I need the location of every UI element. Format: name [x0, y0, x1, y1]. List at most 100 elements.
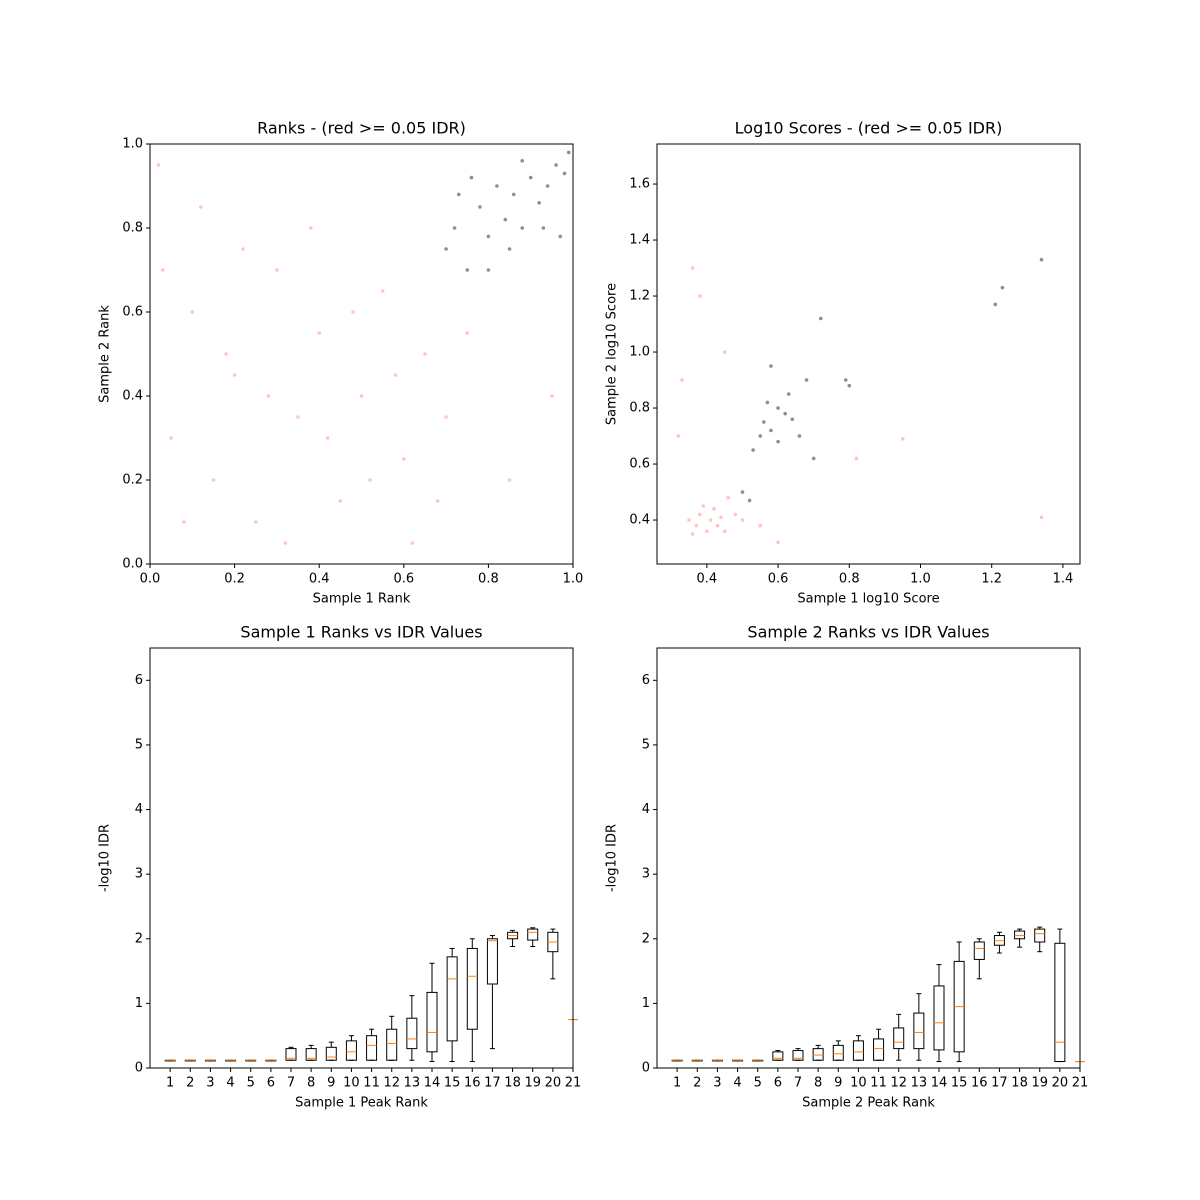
x-tick-label: 18 — [504, 1076, 521, 1091]
point — [537, 201, 541, 205]
y-tick-label: 0.4 — [122, 389, 143, 404]
point — [562, 171, 567, 176]
y-tick-label: 5 — [135, 737, 143, 752]
point — [380, 289, 385, 293]
x-tick-label: 15 — [444, 1076, 461, 1091]
x-tick-label: 5 — [754, 1076, 762, 1091]
x-tick-label: 7 — [287, 1076, 295, 1091]
point — [694, 523, 698, 528]
point — [733, 512, 738, 517]
point — [550, 394, 554, 398]
x-tick-label: 0.2 — [224, 572, 245, 587]
y-axis-label: -log10 IDR — [98, 824, 113, 892]
y-tick-label: 1.6 — [629, 177, 650, 192]
point — [751, 448, 755, 452]
chart-title: Log10 Scores - (red >= 0.05 IDR) — [735, 119, 1003, 138]
point — [690, 532, 695, 536]
box — [832, 1044, 844, 1061]
x-tick-label: 19 — [524, 1076, 541, 1091]
x-tick-label: 19 — [1031, 1076, 1048, 1091]
box — [933, 985, 945, 1051]
y-tick-label: 0.6 — [629, 457, 650, 472]
point — [854, 456, 859, 461]
chart-title: Sample 1 Ranks vs IDR Values — [240, 623, 482, 642]
point — [697, 294, 702, 298]
point — [541, 226, 546, 230]
point — [818, 316, 823, 321]
point — [507, 247, 512, 251]
point — [444, 247, 448, 251]
x-tick-label: 6 — [267, 1076, 275, 1091]
box — [973, 941, 985, 960]
y-axis-label: Sample 2 Rank — [98, 305, 113, 403]
point — [747, 498, 752, 503]
chart-title: Ranks - (red >= 0.05 IDR) — [257, 119, 466, 138]
x-tick-label: 11 — [870, 1076, 887, 1091]
point — [465, 268, 470, 272]
point — [697, 512, 702, 517]
chart-title: Sample 2 Ranks vs IDR Values — [747, 623, 989, 642]
point — [740, 518, 745, 522]
y-tick-label: 3 — [642, 867, 650, 882]
x-tick-label: 1 — [166, 1076, 174, 1091]
box — [305, 1048, 317, 1061]
box — [1014, 930, 1026, 940]
box — [426, 991, 438, 1053]
y-tick-label: 4 — [642, 802, 650, 817]
point — [776, 439, 780, 444]
box — [345, 1040, 357, 1061]
y-tick-label: 2 — [135, 931, 143, 946]
x-axis-label: Sample 1 Peak Rank — [295, 1096, 428, 1111]
point — [790, 417, 795, 422]
x-tick-label: 4 — [226, 1076, 234, 1091]
point — [211, 478, 216, 482]
x-tick-label: 12 — [383, 1076, 400, 1091]
point — [478, 205, 482, 209]
point — [804, 378, 809, 382]
point — [359, 394, 364, 398]
axes-frame — [656, 647, 1081, 1069]
point — [705, 529, 709, 534]
box — [893, 1027, 905, 1050]
point — [566, 150, 571, 155]
point — [507, 478, 512, 482]
box — [852, 1040, 864, 1061]
x-tick-label: 7 — [794, 1076, 802, 1091]
point — [762, 420, 766, 424]
y-tick-label: 0 — [642, 1061, 650, 1076]
x-axis-label: Sample 1 Rank — [313, 592, 411, 607]
x-tick-label: 20 — [545, 1076, 562, 1091]
point — [452, 226, 457, 230]
box — [792, 1050, 804, 1061]
x-tick-label: 21 — [1072, 1076, 1089, 1091]
point — [783, 411, 787, 416]
box — [1034, 928, 1046, 943]
y-tick-label: 0.8 — [122, 221, 143, 236]
y-tick-label: 6 — [135, 673, 143, 688]
point — [993, 302, 998, 307]
box — [366, 1035, 378, 1061]
x-tick-label: 1.0 — [563, 572, 584, 587]
point — [722, 529, 727, 534]
point — [776, 540, 780, 545]
y-tick-label: 6 — [642, 673, 650, 688]
point — [520, 226, 525, 230]
point — [410, 541, 415, 545]
y-tick-label: 1.0 — [122, 137, 143, 152]
y-tick-label: 0.0 — [122, 557, 143, 572]
point — [275, 268, 279, 272]
y-tick-label: 0.2 — [122, 473, 143, 488]
point — [765, 400, 770, 405]
x-tick-label: 1.0 — [910, 572, 931, 587]
point — [726, 495, 731, 500]
x-tick-label: 14 — [424, 1076, 441, 1091]
x-tick-label: 12 — [890, 1076, 907, 1091]
point — [701, 504, 706, 508]
point — [456, 192, 461, 197]
x-tick-label: 0.8 — [839, 572, 860, 587]
point — [847, 383, 852, 388]
point — [769, 428, 773, 433]
point — [444, 415, 448, 419]
point — [843, 378, 848, 382]
